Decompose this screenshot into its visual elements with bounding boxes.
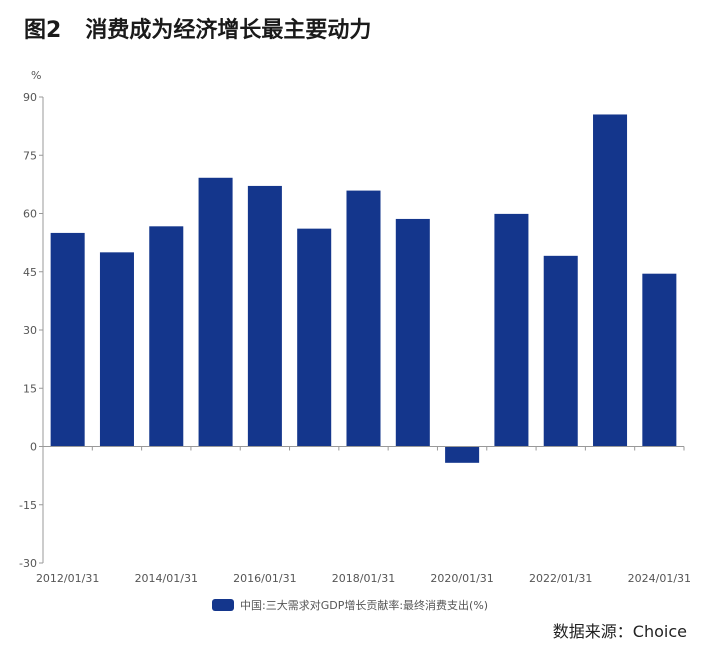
y-tick-label: 30 <box>23 324 37 337</box>
legend-swatch <box>212 599 234 611</box>
x-axis: 2012/01/31 2014/01/31 2016/01/31 2018/01/31… <box>36 446 691 585</box>
figure-title: 图2 消费成为经济增长最主要动力 <box>24 12 371 44</box>
bar <box>543 255 578 447</box>
bar <box>395 218 430 447</box>
bar <box>593 114 628 447</box>
y-tick-label: 75 <box>23 149 37 162</box>
x-tick-label: 2020/01/31 <box>430 572 493 585</box>
bar-chart: % 90 75 60 45 30 15 0 -15 -30 2012/01/31 2014/01/… <box>19 69 691 585</box>
bar <box>198 177 233 447</box>
y-tick-label: 90 <box>23 91 37 104</box>
bar <box>247 185 282 447</box>
y-axis: 90 75 60 45 30 15 0 -15 -30 <box>19 91 44 570</box>
bar <box>642 273 677 447</box>
y-tick-label: 0 <box>30 441 37 454</box>
bar <box>297 228 332 447</box>
bar <box>494 213 529 447</box>
x-tick-label: 2016/01/31 <box>233 572 296 585</box>
figure-number: 图2 <box>24 18 62 43</box>
bar <box>99 252 134 447</box>
y-tick-label: 60 <box>23 208 37 221</box>
y-tick-label: 45 <box>23 266 37 279</box>
bar <box>445 446 480 463</box>
y-tick-label: -30 <box>19 557 37 570</box>
y-tick-label: 15 <box>23 382 37 395</box>
figure-title-text: 消费成为经济增长最主要动力 <box>85 18 372 43</box>
x-tick-label: 2022/01/31 <box>529 572 592 585</box>
data-source: 数据来源：Choice <box>552 622 687 641</box>
x-tick-label: 2014/01/31 <box>135 572 198 585</box>
legend-label: 中国:三大需求对GDP增长贡献率:最终消费支出(%) <box>240 599 489 612</box>
x-tick-label: 2018/01/31 <box>332 572 395 585</box>
x-tick-label: 2012/01/31 <box>36 572 99 585</box>
y-tick-label: -15 <box>19 499 37 512</box>
bar <box>149 226 184 447</box>
bar <box>50 232 85 447</box>
bar <box>346 190 381 447</box>
x-tick-label: 2024/01/31 <box>628 572 691 585</box>
bars <box>50 114 677 463</box>
y-axis-unit-label: % <box>31 69 41 82</box>
legend: 中国:三大需求对GDP增长贡献率:最终消费支出(%) <box>212 597 488 613</box>
